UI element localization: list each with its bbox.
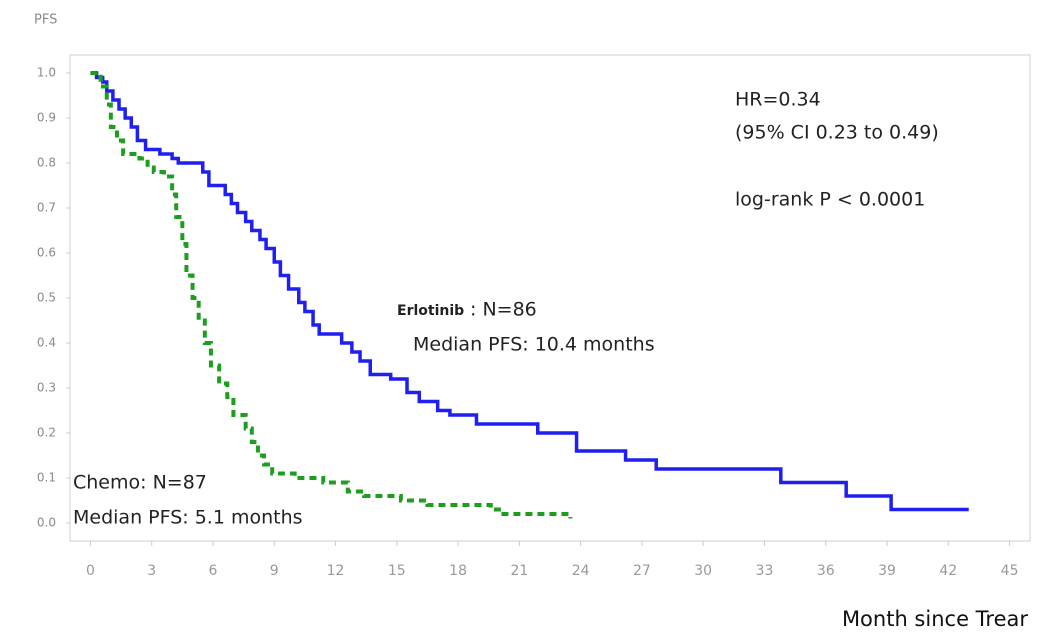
y-tick-label: 0.5	[37, 291, 56, 305]
y-tick-label: 0.7	[37, 201, 56, 215]
y-tick-label: 0.2	[37, 426, 56, 440]
x-tick-label: 15	[388, 563, 406, 579]
y-tick-label: 0.1	[37, 471, 56, 485]
annotation: HR=0.34	[735, 89, 821, 111]
annotation: log-rank P < 0.0001	[735, 189, 925, 211]
x-tick-label: 27	[633, 563, 651, 579]
y-tick-label: 0.3	[37, 381, 56, 395]
survival-curve	[90, 71, 573, 519]
x-tick-label: 24	[572, 563, 590, 579]
x-axis-label: Month since Trear	[842, 607, 1028, 631]
x-tick-label: 0	[86, 563, 95, 579]
x-tick-label: 12	[327, 563, 345, 579]
x-tick-label: 39	[878, 563, 896, 579]
series-label: Erlotinib	[397, 303, 464, 319]
x-tick-label: 42	[939, 563, 957, 579]
x-tick-label: 3	[147, 563, 156, 579]
x-tick-label: 36	[817, 563, 835, 579]
y-tick-label: 0.0	[37, 516, 56, 530]
y-tick-label: 0.6	[37, 246, 56, 260]
x-tick-label: 33	[756, 563, 774, 579]
y-tick-label: 0.4	[37, 336, 56, 350]
x-tick-label: 21	[510, 563, 528, 579]
y-axis-label: PFS	[34, 13, 57, 28]
annotation: (95% CI 0.23 to 0.49)	[735, 122, 939, 144]
annotation: Chemo: N=87	[73, 472, 207, 494]
y-tick-label: 0.9	[37, 111, 56, 125]
annotation: : N=86	[470, 299, 537, 321]
annotation: Median PFS: 10.4 months	[413, 334, 655, 356]
y-tick-label: 1.0	[37, 66, 56, 80]
survival-curve	[90, 71, 969, 512]
x-tick-label: 9	[270, 563, 279, 579]
x-tick-label: 6	[209, 563, 218, 579]
y-tick-label: 0.8	[37, 156, 56, 170]
annotation: Median PFS: 5.1 months	[73, 507, 303, 529]
x-tick-label: 18	[449, 563, 467, 579]
x-tick-label: 45	[1001, 563, 1019, 579]
x-tick-label: 30	[694, 563, 712, 579]
